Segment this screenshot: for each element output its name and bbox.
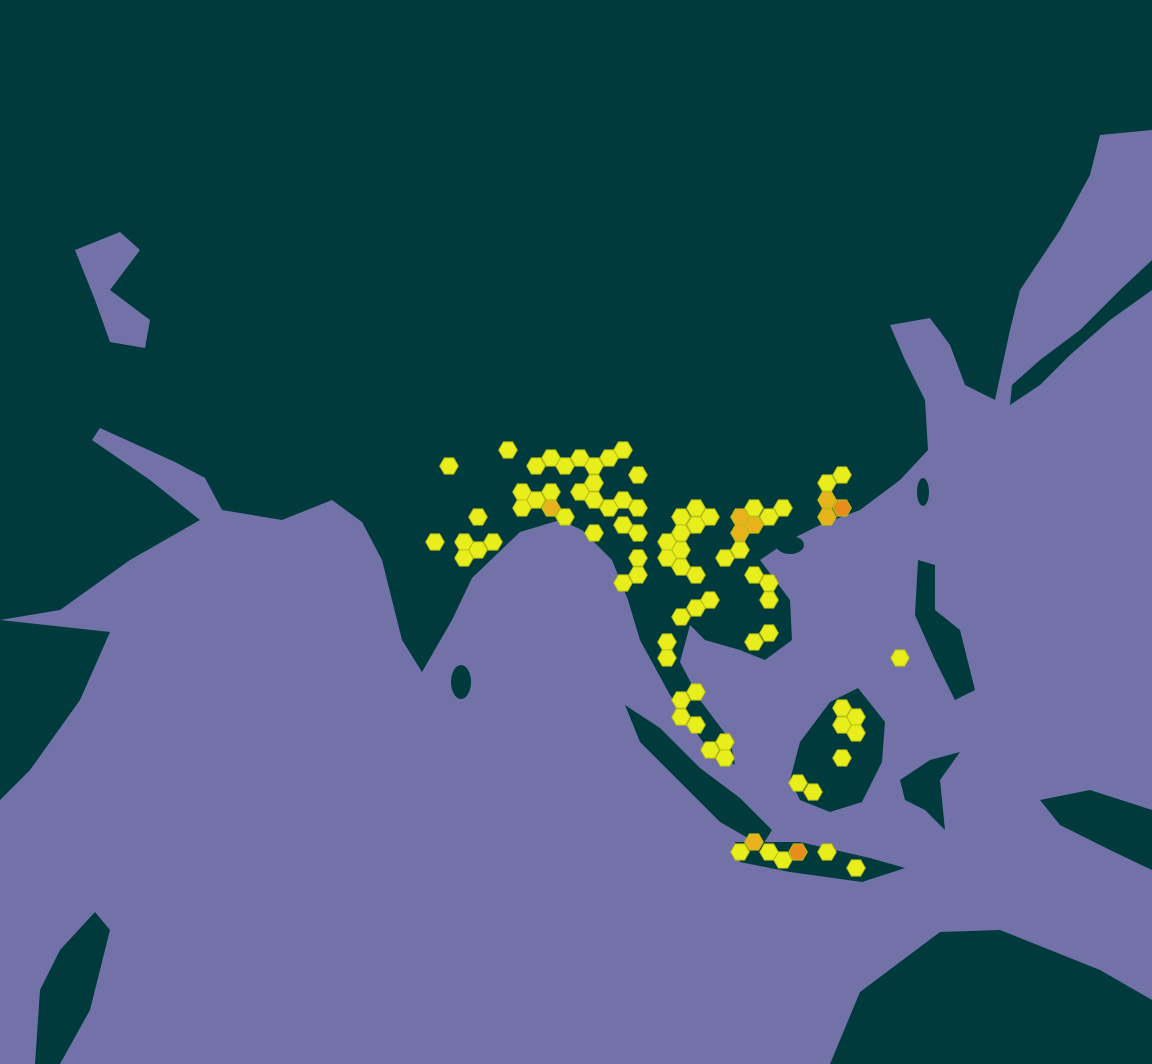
hexbin-cell[interactable] xyxy=(671,608,691,626)
hexbin-cell[interactable] xyxy=(628,566,648,584)
hexbin-cell[interactable] xyxy=(671,558,691,576)
hexbin-cell[interactable] xyxy=(832,466,852,484)
madagascar xyxy=(35,912,110,1064)
hexbin-cell[interactable] xyxy=(832,499,852,517)
australia xyxy=(830,930,1152,1064)
hexbin-cell[interactable] xyxy=(541,499,561,517)
hainan xyxy=(776,536,804,554)
hexbin-cell[interactable] xyxy=(700,741,720,759)
hexbin-cell[interactable] xyxy=(744,833,764,851)
hexbin-cell[interactable] xyxy=(759,624,779,642)
ocean xyxy=(0,130,1152,1064)
sri-lanka xyxy=(451,665,471,699)
hexbin-cell[interactable] xyxy=(817,491,837,509)
hexbin-cell[interactable] xyxy=(628,549,648,567)
hexbin-cell[interactable] xyxy=(512,499,532,517)
hexbin-cell[interactable] xyxy=(686,599,706,617)
hexbin-cell[interactable] xyxy=(628,524,648,542)
hexbin-cell[interactable] xyxy=(803,783,823,801)
hexbin-cell[interactable] xyxy=(846,724,866,742)
hexbin-cell[interactable] xyxy=(541,483,561,501)
sumatra xyxy=(625,705,772,846)
hexbin-cell[interactable] xyxy=(657,649,677,667)
caspian-sea xyxy=(75,232,150,348)
hexbin-cell[interactable] xyxy=(890,649,910,667)
hexbin-cell[interactable] xyxy=(832,699,852,717)
hexbin-cell[interactable] xyxy=(773,499,793,517)
hexbin-cell[interactable] xyxy=(817,508,837,526)
hexbin-cell[interactable] xyxy=(846,859,866,877)
hexbin-cell[interactable] xyxy=(715,549,735,567)
japan xyxy=(1010,260,1152,405)
hexbin-cell[interactable] xyxy=(715,733,735,751)
hexbin-cell[interactable] xyxy=(744,566,764,584)
hexbin-cell[interactable] xyxy=(671,708,691,726)
hexbin-cell[interactable] xyxy=(584,491,604,509)
hexbin-cell[interactable] xyxy=(584,524,604,542)
hexbin-cell[interactable] xyxy=(686,516,706,534)
taiwan xyxy=(917,478,929,506)
hexbin-cell[interactable] xyxy=(788,843,808,861)
hexbin-cell[interactable] xyxy=(744,633,764,651)
hexbin-cell[interactable] xyxy=(759,591,779,609)
hexbin-cell[interactable] xyxy=(730,524,750,542)
hexbin-cell[interactable] xyxy=(555,457,575,475)
hexbin-cell[interactable] xyxy=(454,549,474,567)
hexbin-cell[interactable] xyxy=(686,716,706,734)
hexbin-cell[interactable] xyxy=(686,499,706,517)
hexbin-cell[interactable] xyxy=(832,749,852,767)
hexbin-cell[interactable] xyxy=(671,524,691,542)
hexbin-cell[interactable] xyxy=(613,574,633,592)
hexbin-cell[interactable] xyxy=(526,457,546,475)
hexbin-cell[interactable] xyxy=(773,851,793,869)
hexbin-cell[interactable] xyxy=(686,683,706,701)
hexbin-cell[interactable] xyxy=(817,474,837,492)
hexbin-cell[interactable] xyxy=(730,843,750,861)
hexbin-cell[interactable] xyxy=(730,541,750,559)
hexbin-cell[interactable] xyxy=(613,516,633,534)
hexbin-cell[interactable] xyxy=(584,457,604,475)
hexbin-cell[interactable] xyxy=(759,508,779,526)
hexbin-cell[interactable] xyxy=(613,491,633,509)
hexbin-cell[interactable] xyxy=(788,774,808,792)
hexbin-cell[interactable] xyxy=(628,499,648,517)
sulawesi xyxy=(900,752,960,830)
hexbin-cell[interactable] xyxy=(671,691,691,709)
hexbin-cell[interactable] xyxy=(715,749,735,767)
hexbin-cell[interactable] xyxy=(759,574,779,592)
hexbin-cell[interactable] xyxy=(657,633,677,651)
hexbin-cell[interactable] xyxy=(686,566,706,584)
hexbin-cell[interactable] xyxy=(498,441,518,459)
hexbin-cell[interactable] xyxy=(439,457,459,475)
hexbin-cell[interactable] xyxy=(817,843,837,861)
hexbin-cell[interactable] xyxy=(555,508,575,526)
hexbin-cell[interactable] xyxy=(584,474,604,492)
hexbin-cell[interactable] xyxy=(425,533,445,551)
hexbin-cell[interactable] xyxy=(744,499,764,517)
hexbin-cell[interactable] xyxy=(628,466,648,484)
hexbin-layer xyxy=(425,441,910,877)
hexbin-cell[interactable] xyxy=(468,508,488,526)
hexbin-cell[interactable] xyxy=(657,549,677,567)
new-guinea xyxy=(1040,790,1152,870)
hexbin-cell[interactable] xyxy=(483,533,503,551)
hexbin-cell[interactable] xyxy=(613,441,633,459)
philippines xyxy=(915,560,975,700)
